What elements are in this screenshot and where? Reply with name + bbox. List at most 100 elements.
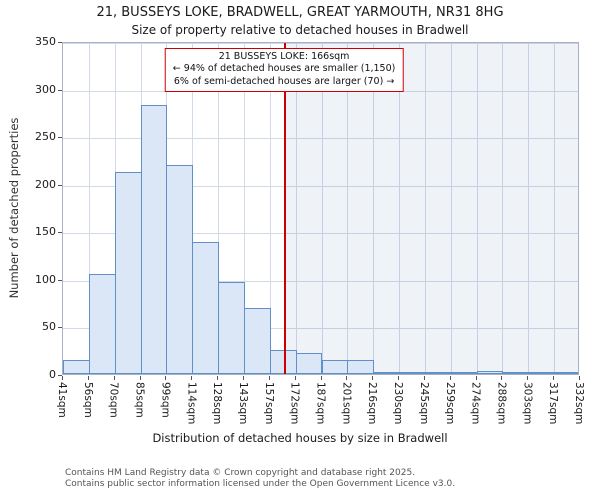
x-tick-mark bbox=[346, 376, 348, 380]
x-tick-label: 85sqm bbox=[133, 382, 146, 418]
y-tick-mark bbox=[58, 137, 62, 139]
y-tick-label: 250 bbox=[35, 130, 56, 144]
x-tick-label: 157sqm bbox=[262, 382, 275, 425]
x-tick-label: 128sqm bbox=[211, 382, 224, 425]
x-tick-mark bbox=[217, 376, 219, 380]
x-tick-mark bbox=[449, 376, 451, 380]
x-tick-label: 187sqm bbox=[314, 382, 327, 425]
histogram-bar bbox=[192, 241, 220, 374]
v-gridline bbox=[269, 43, 271, 374]
v-gridline bbox=[528, 43, 530, 374]
x-tick-label: 99sqm bbox=[159, 382, 172, 418]
histogram-bar bbox=[399, 372, 426, 374]
x-tick-label: 216sqm bbox=[366, 382, 379, 425]
y-tick-label: 300 bbox=[35, 82, 56, 96]
y-tick-mark bbox=[58, 327, 62, 329]
histogram-bar bbox=[114, 172, 142, 374]
v-gridline bbox=[476, 43, 478, 374]
x-tick-label: 245sqm bbox=[417, 382, 430, 425]
x-tick-mark bbox=[87, 376, 89, 380]
x-tick-mark bbox=[139, 376, 141, 380]
y-tick-label: 0 bbox=[49, 368, 56, 381]
h-gridline bbox=[63, 280, 578, 282]
histogram-bar bbox=[88, 274, 116, 374]
chart-subtitle: Size of property relative to detached ho… bbox=[131, 23, 469, 37]
histogram-bar bbox=[218, 281, 245, 374]
x-tick-label: 41sqm bbox=[56, 382, 68, 418]
y-tick-label: 150 bbox=[35, 225, 56, 239]
x-axis-title: Distribution of detached houses by size … bbox=[152, 431, 448, 445]
x-tick-mark bbox=[242, 376, 244, 380]
x-tick-mark bbox=[475, 376, 477, 380]
x-tick-mark bbox=[62, 376, 63, 380]
y-tick-label: 100 bbox=[35, 272, 56, 286]
v-gridline bbox=[218, 43, 220, 374]
y-tick-label: 50 bbox=[42, 320, 56, 334]
annotation-smaller-note: ← 94% of detached houses are smaller (1,… bbox=[172, 63, 396, 75]
histogram-bar bbox=[63, 359, 90, 374]
x-tick-label: 201sqm bbox=[340, 382, 353, 425]
y-tick-mark bbox=[58, 232, 62, 234]
v-gridline bbox=[347, 43, 349, 374]
x-tick-mark bbox=[320, 376, 322, 380]
x-tick-label: 114sqm bbox=[185, 382, 198, 425]
x-tick-mark bbox=[113, 376, 115, 380]
x-tick-mark bbox=[165, 376, 167, 380]
histogram-bar bbox=[502, 372, 530, 374]
histogram-bar bbox=[554, 372, 578, 374]
chart-title: 21, BUSSEYS LOKE, BRADWELL, GREAT YARMOU… bbox=[96, 5, 504, 20]
histogram-bar bbox=[373, 372, 401, 374]
x-tick-mark bbox=[268, 376, 270, 380]
footer-line-2: Contains public sector information licen… bbox=[65, 479, 456, 489]
y-tick-mark bbox=[58, 42, 62, 43]
annotation-larger-note: 6% of semi-detached houses are larger (7… bbox=[173, 75, 395, 87]
v-gridline bbox=[243, 43, 245, 374]
y-tick-mark bbox=[58, 279, 62, 281]
histogram-bar bbox=[243, 308, 271, 374]
annotation-title: 21 BUSSEYS LOKE: 166sqm bbox=[218, 51, 350, 62]
x-tick-mark bbox=[398, 376, 400, 380]
histogram-bar bbox=[295, 353, 323, 374]
x-tick-label: 143sqm bbox=[236, 382, 249, 425]
x-tick-mark bbox=[191, 376, 193, 380]
x-tick-label: 274sqm bbox=[469, 382, 482, 425]
y-tick-mark bbox=[58, 375, 62, 376]
footer: Contains HM Land Registry data © Crown c… bbox=[65, 468, 592, 490]
x-tick-mark bbox=[423, 376, 425, 380]
v-gridline bbox=[373, 43, 375, 374]
x-tick-label: 230sqm bbox=[392, 382, 405, 425]
x-tick-mark bbox=[501, 376, 503, 380]
x-tick-label: 332sqm bbox=[573, 382, 585, 425]
x-tick-label: 259sqm bbox=[443, 382, 456, 425]
x-tick-mark bbox=[553, 376, 555, 380]
x-tick-label: 172sqm bbox=[288, 382, 301, 425]
plot-area bbox=[62, 42, 579, 375]
x-tick-label: 317sqm bbox=[547, 382, 560, 425]
histogram-bar bbox=[424, 372, 452, 374]
v-gridline bbox=[295, 43, 297, 374]
histogram-bar bbox=[166, 164, 194, 374]
histogram-bar bbox=[347, 359, 375, 374]
marker-line bbox=[284, 43, 287, 374]
x-tick-mark bbox=[372, 376, 374, 380]
shade-right-of-marker bbox=[285, 43, 578, 374]
x-tick-mark bbox=[579, 376, 580, 380]
v-gridline bbox=[399, 43, 401, 374]
histogram-bar bbox=[476, 371, 504, 374]
histogram-bar bbox=[140, 104, 168, 374]
footer-line-1: Contains HM Land Registry data © Crown c… bbox=[65, 468, 416, 478]
v-gridline bbox=[321, 43, 323, 374]
histogram-bar bbox=[321, 359, 349, 374]
histogram-bar bbox=[528, 372, 556, 374]
v-gridline bbox=[554, 43, 556, 374]
h-gridline bbox=[63, 138, 578, 140]
y-tick-mark bbox=[58, 184, 62, 186]
v-gridline bbox=[450, 43, 452, 374]
x-tick-label: 303sqm bbox=[521, 382, 534, 425]
y-tick-label: 350 bbox=[35, 35, 56, 48]
x-tick-label: 288sqm bbox=[495, 382, 508, 425]
v-gridline bbox=[424, 43, 426, 374]
y-tick-mark bbox=[58, 89, 62, 91]
h-gridline bbox=[63, 43, 578, 44]
